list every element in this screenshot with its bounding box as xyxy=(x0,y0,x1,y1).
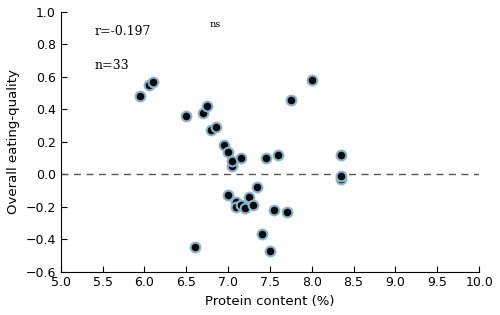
Point xyxy=(224,149,232,154)
Point xyxy=(228,163,236,169)
Point xyxy=(208,128,216,133)
Point xyxy=(224,193,232,198)
Point xyxy=(337,173,345,178)
Point xyxy=(136,94,144,99)
Point xyxy=(220,142,228,147)
Point xyxy=(287,97,295,102)
Point xyxy=(282,209,290,214)
Point xyxy=(308,77,316,83)
Point xyxy=(199,110,207,115)
Text: r=-0.197: r=-0.197 xyxy=(94,25,150,38)
Point xyxy=(190,245,198,250)
Y-axis label: Overall eating-quality: Overall eating-quality xyxy=(7,69,20,214)
Point xyxy=(266,248,274,253)
Point xyxy=(236,203,244,208)
Point xyxy=(258,232,266,237)
Point xyxy=(149,79,157,84)
Point xyxy=(182,113,190,118)
X-axis label: Protein content (%): Protein content (%) xyxy=(205,295,334,308)
Point xyxy=(274,152,282,157)
Point xyxy=(262,156,270,161)
Point xyxy=(337,177,345,182)
Point xyxy=(232,204,240,209)
Point xyxy=(254,185,262,190)
Point xyxy=(270,208,278,213)
Text: ns: ns xyxy=(210,20,220,29)
Point xyxy=(337,152,345,157)
Point xyxy=(203,104,211,109)
Point xyxy=(212,125,220,130)
Point xyxy=(232,199,240,204)
Point xyxy=(236,156,244,161)
Point xyxy=(241,206,249,211)
Point xyxy=(144,83,152,88)
Point xyxy=(228,159,236,164)
Text: n=33: n=33 xyxy=(94,59,129,72)
Point xyxy=(249,203,257,208)
Point xyxy=(245,194,253,199)
